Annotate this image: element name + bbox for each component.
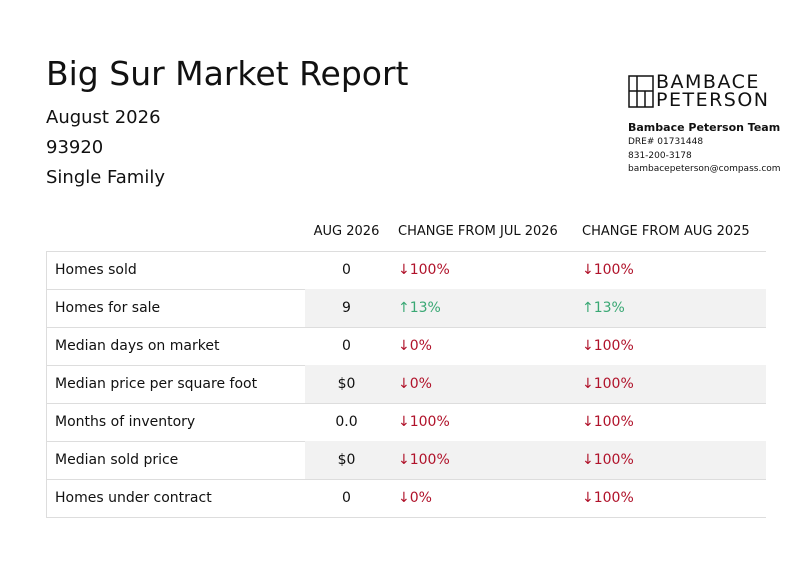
report-date: August 2026	[46, 107, 161, 128]
cell-change: ↓0%	[398, 490, 432, 506]
logo-text: BAMBACE	[656, 71, 760, 93]
column-header: CHANGE FROM JUL 2026	[398, 224, 558, 239]
table-left-border	[46, 251, 47, 517]
email: bambacepeterson@compass.com	[628, 164, 781, 174]
cell-change: ↓100%	[582, 490, 634, 506]
cell-value: 0.0	[335, 414, 358, 430]
row-shade	[305, 365, 766, 403]
report-title: Big Sur Market Report	[46, 54, 409, 93]
cell-change: ↓100%	[398, 452, 450, 468]
row-shade	[305, 441, 766, 479]
row-border	[46, 403, 766, 404]
row-label: Homes sold	[55, 262, 137, 278]
cell-change: ↓100%	[582, 376, 634, 392]
cell-change: ↑13%	[582, 300, 625, 316]
cell-change: ↑13%	[398, 300, 441, 316]
cell-change: ↓100%	[398, 262, 450, 278]
cell-value: 0	[342, 490, 351, 506]
report-zip: 93920	[46, 137, 104, 158]
cell-change: ↓0%	[398, 376, 432, 392]
row-shade	[305, 289, 766, 327]
cell-change: ↓0%	[398, 338, 432, 354]
row-label: Median days on market	[55, 338, 220, 354]
cell-value: $0	[337, 376, 356, 392]
row-label: Homes for sale	[55, 300, 161, 316]
row-border	[46, 479, 766, 480]
cell-value: $0	[337, 452, 356, 468]
cell-change: ↓100%	[582, 338, 634, 354]
cell-change: ↓100%	[582, 414, 634, 430]
cell-value: 9	[342, 300, 351, 316]
row-label: Median sold price	[55, 452, 179, 468]
table-border	[46, 251, 766, 252]
cell-value: 0	[342, 338, 351, 354]
dre: DRE# 01731448	[628, 137, 704, 147]
cell-value: 0	[342, 262, 351, 278]
column-header: CHANGE FROM AUG 2025	[582, 224, 750, 239]
report-type: Single Family	[46, 167, 165, 188]
row-border	[46, 517, 766, 518]
column-header: AUG 2026	[313, 224, 380, 239]
cell-change: ↓100%	[582, 262, 634, 278]
row-label: Homes under contract	[55, 490, 212, 506]
logo-icon	[628, 75, 654, 108]
row-label: Median price per square foot	[55, 376, 258, 392]
cell-change: ↓100%	[582, 452, 634, 468]
team-name: Bambace Peterson Team	[628, 121, 781, 134]
logo-text: PETERSON	[656, 89, 770, 111]
row-label: Months of inventory	[55, 414, 196, 430]
phone: 831-200-3178	[628, 151, 692, 161]
row-border	[46, 327, 766, 328]
cell-change: ↓100%	[398, 414, 450, 430]
